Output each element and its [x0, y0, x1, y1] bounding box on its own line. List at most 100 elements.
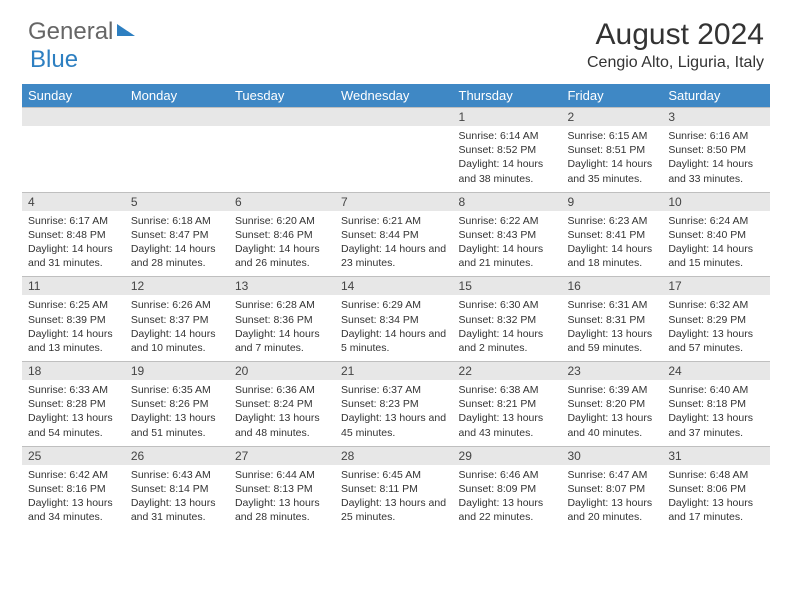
sunset-text: Sunset: 8:48 PM	[28, 228, 119, 242]
sunrise-text: Sunrise: 6:36 AM	[235, 383, 329, 397]
sunset-text: Sunset: 8:46 PM	[235, 228, 329, 242]
sunrise-text: Sunrise: 6:31 AM	[567, 298, 656, 312]
sunset-text: Sunset: 8:06 PM	[668, 482, 764, 496]
daylight-text: Daylight: 13 hours and 37 minutes.	[668, 411, 764, 439]
sunrise-text: Sunrise: 6:33 AM	[28, 383, 119, 397]
daylight-text: Daylight: 14 hours and 10 minutes.	[131, 327, 223, 355]
sunrise-text: Sunrise: 6:15 AM	[567, 129, 656, 143]
day-detail-row: Sunrise: 6:25 AMSunset: 8:39 PMDaylight:…	[22, 295, 770, 361]
logo: General	[28, 18, 135, 46]
day-number-cell	[229, 108, 335, 127]
day-detail-cell: Sunrise: 6:28 AMSunset: 8:36 PMDaylight:…	[229, 295, 335, 361]
day-detail-cell: Sunrise: 6:48 AMSunset: 8:06 PMDaylight:…	[662, 465, 770, 531]
daylight-text: Daylight: 13 hours and 45 minutes.	[341, 411, 447, 439]
sunrise-text: Sunrise: 6:32 AM	[668, 298, 764, 312]
day-number-cell: 31	[662, 446, 770, 465]
day-number-cell: 23	[561, 362, 662, 381]
sunrise-text: Sunrise: 6:16 AM	[668, 129, 764, 143]
sunrise-text: Sunrise: 6:26 AM	[131, 298, 223, 312]
sunset-text: Sunset: 8:47 PM	[131, 228, 223, 242]
day-detail-cell: Sunrise: 6:35 AMSunset: 8:26 PMDaylight:…	[125, 380, 229, 446]
sunset-text: Sunset: 8:28 PM	[28, 397, 119, 411]
day-detail-row: Sunrise: 6:42 AMSunset: 8:16 PMDaylight:…	[22, 465, 770, 531]
day-number-cell: 7	[335, 192, 453, 211]
sunset-text: Sunset: 8:37 PM	[131, 313, 223, 327]
sunset-text: Sunset: 8:40 PM	[668, 228, 764, 242]
day-detail-cell	[229, 126, 335, 192]
day-detail-cell: Sunrise: 6:32 AMSunset: 8:29 PMDaylight:…	[662, 295, 770, 361]
sunrise-text: Sunrise: 6:44 AM	[235, 468, 329, 482]
day-number-cell: 10	[662, 192, 770, 211]
daylight-text: Daylight: 14 hours and 31 minutes.	[28, 242, 119, 270]
day-detail-cell: Sunrise: 6:25 AMSunset: 8:39 PMDaylight:…	[22, 295, 125, 361]
day-detail-cell: Sunrise: 6:17 AMSunset: 8:48 PMDaylight:…	[22, 211, 125, 277]
day-detail-cell: Sunrise: 6:36 AMSunset: 8:24 PMDaylight:…	[229, 380, 335, 446]
day-number-cell: 1	[453, 108, 562, 127]
day-number-cell: 8	[453, 192, 562, 211]
day-number-cell: 28	[335, 446, 453, 465]
sunrise-text: Sunrise: 6:46 AM	[459, 468, 556, 482]
weekday-header: Monday	[125, 84, 229, 108]
daylight-text: Daylight: 13 hours and 31 minutes.	[131, 496, 223, 524]
day-detail-row: Sunrise: 6:17 AMSunset: 8:48 PMDaylight:…	[22, 211, 770, 277]
daylight-text: Daylight: 14 hours and 23 minutes.	[341, 242, 447, 270]
day-number-cell: 20	[229, 362, 335, 381]
calendar-table: Sunday Monday Tuesday Wednesday Thursday…	[22, 84, 770, 531]
day-number-cell	[22, 108, 125, 127]
daylight-text: Daylight: 14 hours and 26 minutes.	[235, 242, 329, 270]
daylight-text: Daylight: 14 hours and 35 minutes.	[567, 157, 656, 185]
day-number-cell: 19	[125, 362, 229, 381]
sunset-text: Sunset: 8:16 PM	[28, 482, 119, 496]
day-detail-cell: Sunrise: 6:46 AMSunset: 8:09 PMDaylight:…	[453, 465, 562, 531]
weekday-header: Friday	[561, 84, 662, 108]
day-detail-cell: Sunrise: 6:14 AMSunset: 8:52 PMDaylight:…	[453, 126, 562, 192]
sunrise-text: Sunrise: 6:43 AM	[131, 468, 223, 482]
day-number-cell	[125, 108, 229, 127]
daylight-text: Daylight: 13 hours and 43 minutes.	[459, 411, 556, 439]
day-detail-cell: Sunrise: 6:23 AMSunset: 8:41 PMDaylight:…	[561, 211, 662, 277]
sunrise-text: Sunrise: 6:30 AM	[459, 298, 556, 312]
day-detail-cell: Sunrise: 6:40 AMSunset: 8:18 PMDaylight:…	[662, 380, 770, 446]
day-number-cell	[335, 108, 453, 127]
daylight-text: Daylight: 14 hours and 15 minutes.	[668, 242, 764, 270]
day-number-row: 11121314151617	[22, 277, 770, 296]
sunrise-text: Sunrise: 6:22 AM	[459, 214, 556, 228]
day-number-cell: 9	[561, 192, 662, 211]
daylight-text: Daylight: 14 hours and 33 minutes.	[668, 157, 764, 185]
day-detail-cell: Sunrise: 6:29 AMSunset: 8:34 PMDaylight:…	[335, 295, 453, 361]
sunset-text: Sunset: 8:32 PM	[459, 313, 556, 327]
sunset-text: Sunset: 8:23 PM	[341, 397, 447, 411]
sunrise-text: Sunrise: 6:35 AM	[131, 383, 223, 397]
sunrise-text: Sunrise: 6:40 AM	[668, 383, 764, 397]
sunset-text: Sunset: 8:07 PM	[567, 482, 656, 496]
daylight-text: Daylight: 13 hours and 28 minutes.	[235, 496, 329, 524]
daylight-text: Daylight: 13 hours and 57 minutes.	[668, 327, 764, 355]
sunrise-text: Sunrise: 6:47 AM	[567, 468, 656, 482]
sunset-text: Sunset: 8:14 PM	[131, 482, 223, 496]
day-number-cell: 24	[662, 362, 770, 381]
sunset-text: Sunset: 8:21 PM	[459, 397, 556, 411]
day-number-cell: 12	[125, 277, 229, 296]
day-number-cell: 25	[22, 446, 125, 465]
day-number-cell: 18	[22, 362, 125, 381]
sunset-text: Sunset: 8:50 PM	[668, 143, 764, 157]
sunset-text: Sunset: 8:13 PM	[235, 482, 329, 496]
daylight-text: Daylight: 14 hours and 18 minutes.	[567, 242, 656, 270]
sunset-text: Sunset: 8:20 PM	[567, 397, 656, 411]
day-number-cell: 22	[453, 362, 562, 381]
sunrise-text: Sunrise: 6:20 AM	[235, 214, 329, 228]
day-detail-cell: Sunrise: 6:24 AMSunset: 8:40 PMDaylight:…	[662, 211, 770, 277]
day-number-row: 123	[22, 108, 770, 127]
daylight-text: Daylight: 14 hours and 28 minutes.	[131, 242, 223, 270]
sunrise-text: Sunrise: 6:38 AM	[459, 383, 556, 397]
daylight-text: Daylight: 14 hours and 7 minutes.	[235, 327, 329, 355]
day-detail-row: Sunrise: 6:33 AMSunset: 8:28 PM Daylight:…	[22, 380, 770, 446]
daylight-text: Daylight: 14 hours and 5 minutes.	[341, 327, 447, 355]
sunrise-text: Sunrise: 6:29 AM	[341, 298, 447, 312]
day-number-row: 45678910	[22, 192, 770, 211]
day-number-row: 18192021222324	[22, 362, 770, 381]
sunrise-text: Sunrise: 6:24 AM	[668, 214, 764, 228]
sunset-text: Sunset: 8:31 PM	[567, 313, 656, 327]
day-detail-cell: Sunrise: 6:30 AMSunset: 8:32 PMDaylight:…	[453, 295, 562, 361]
day-detail-cell: Sunrise: 6:21 AMSunset: 8:44 PMDaylight:…	[335, 211, 453, 277]
